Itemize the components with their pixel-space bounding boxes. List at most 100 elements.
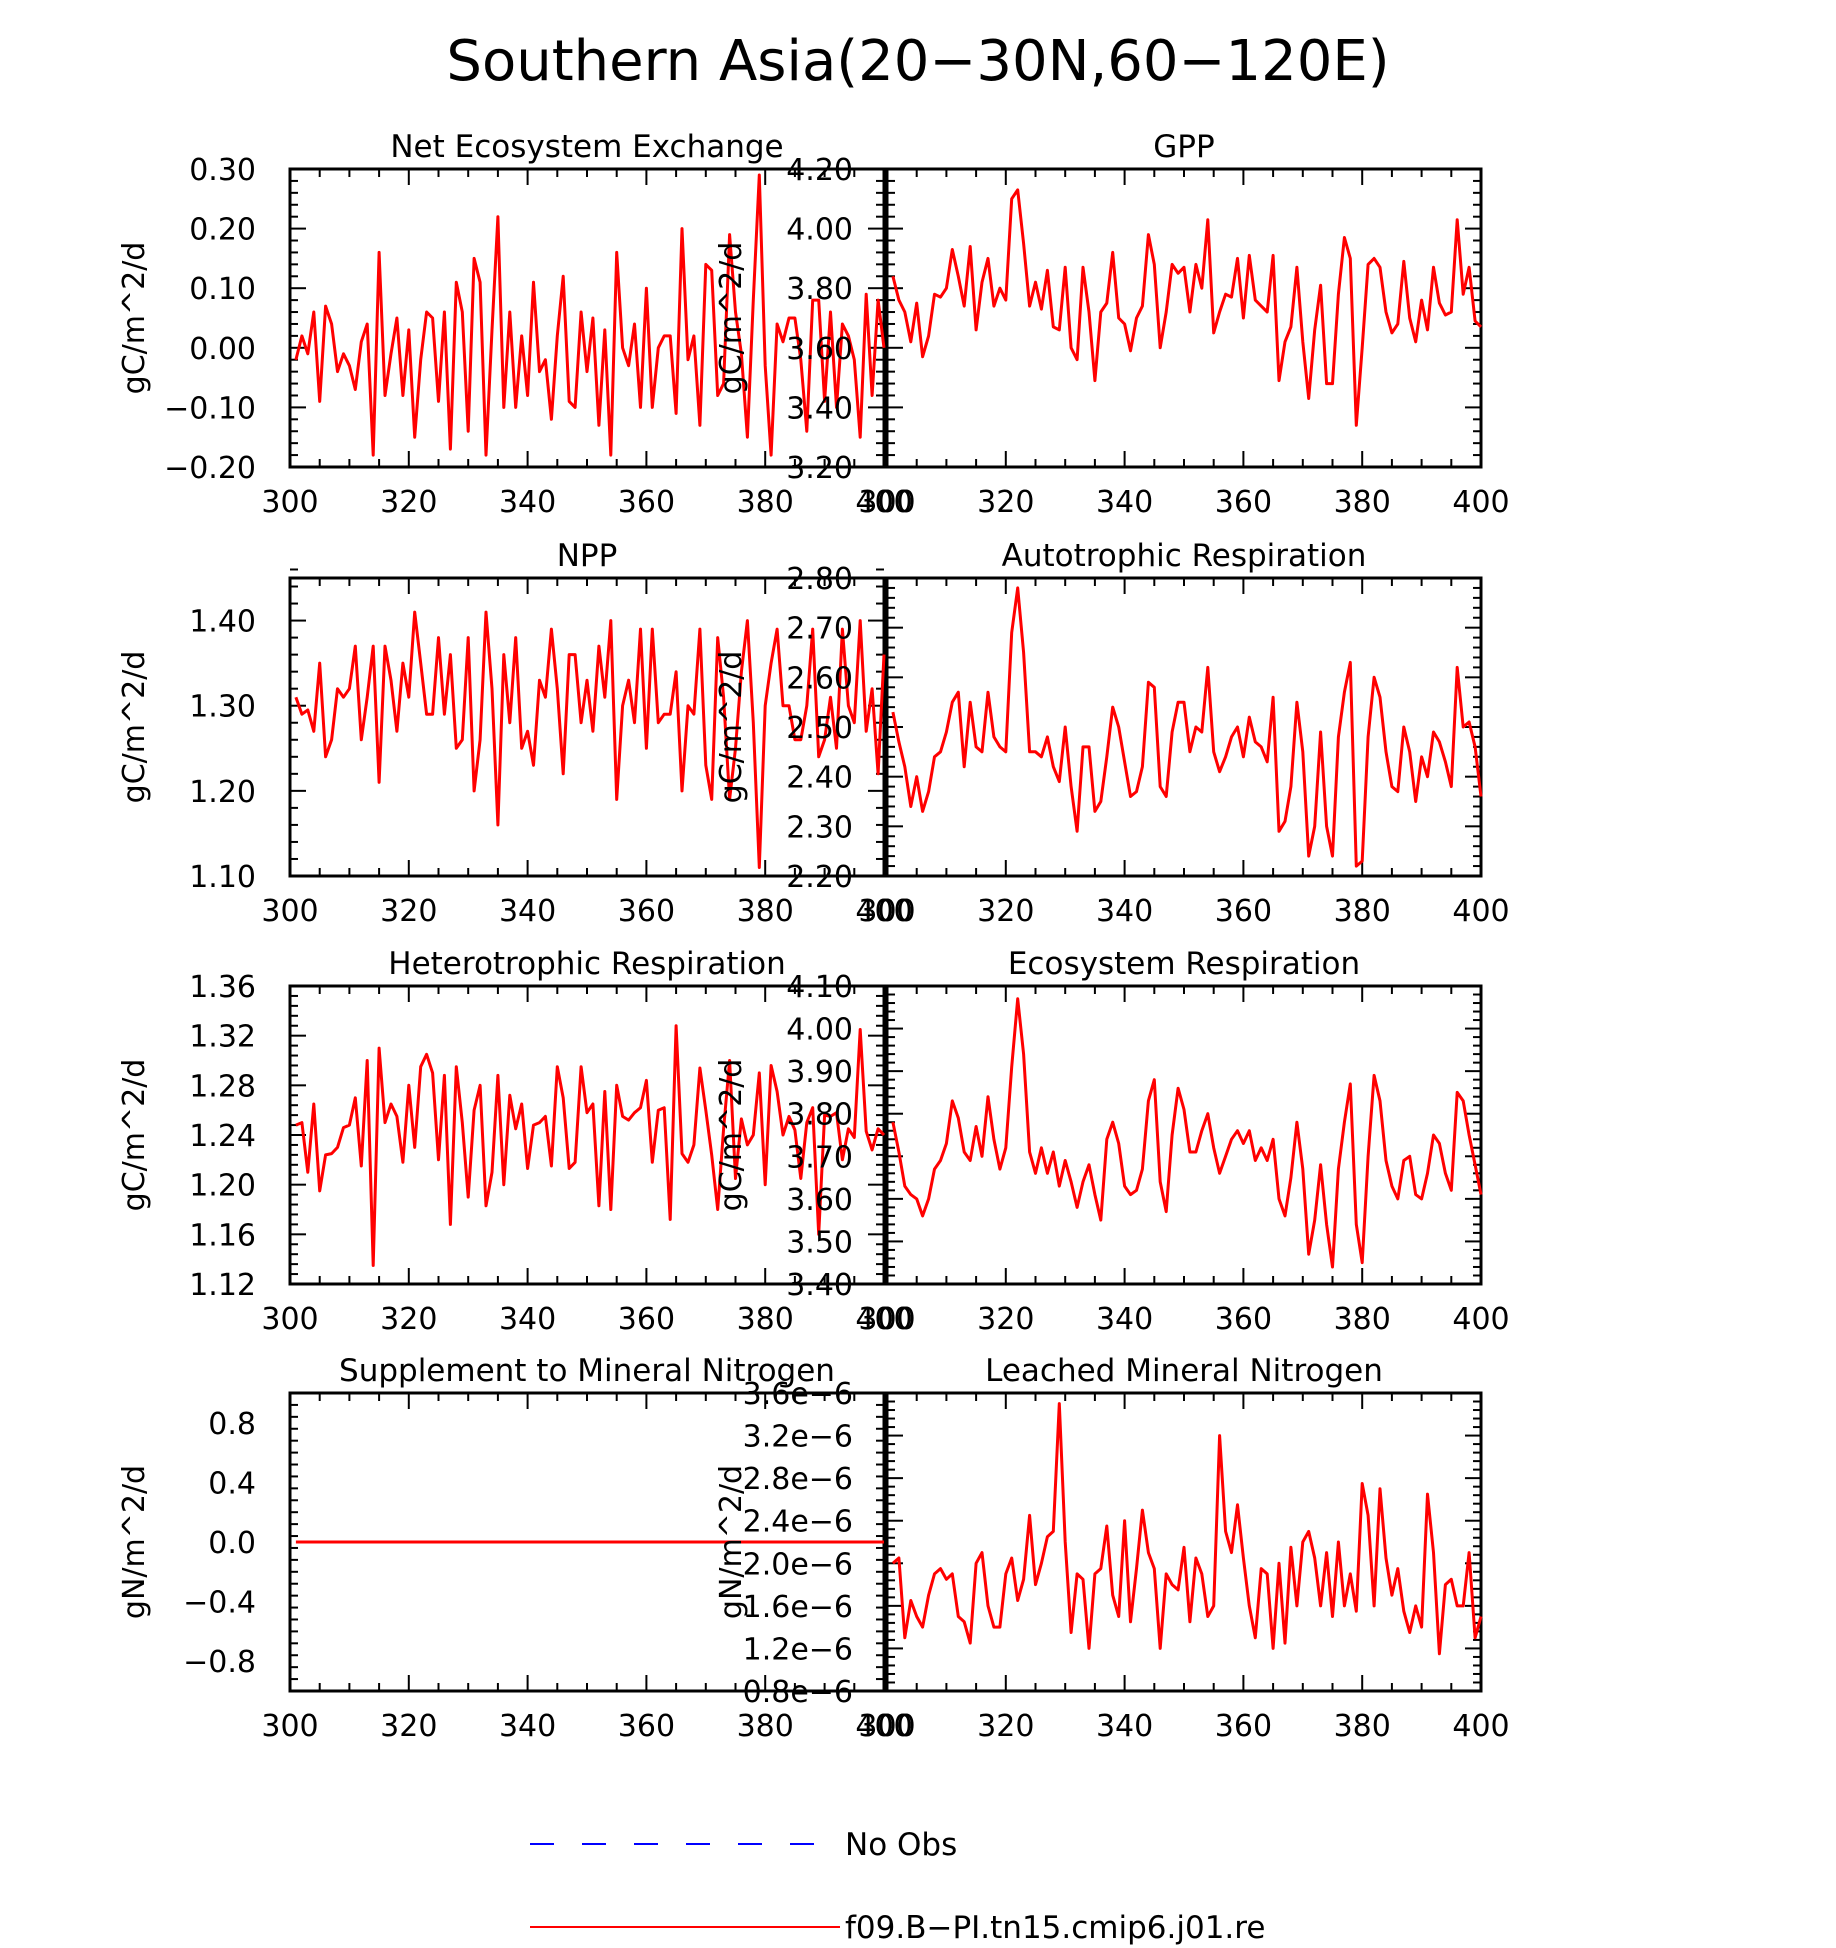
legend-no-obs-label: No Obs — [845, 1827, 957, 1863]
y-tick-label: 3.80 — [786, 1098, 853, 1133]
x-tick-label: 400 — [855, 485, 912, 520]
panel-title: Heterotrophic Respiration — [388, 946, 785, 982]
x-tick-label: 380 — [737, 894, 794, 929]
y-tick-label: 1.12 — [189, 1268, 256, 1303]
x-tick-label: 300 — [261, 1302, 318, 1337]
y-tick-label: 0.20 — [189, 213, 256, 248]
y-tick-label: 0.8e−6 — [743, 1675, 853, 1710]
series-line — [294, 173, 886, 457]
x-tick-label: 360 — [618, 1709, 675, 1744]
x-tick-label: 340 — [1096, 485, 1153, 520]
series-line — [295, 1024, 886, 1267]
series-line — [891, 997, 1483, 1269]
y-tick-label: 1.6e−6 — [743, 1590, 853, 1625]
y-tick-label: 3.50 — [786, 1225, 853, 1260]
x-tick-label: 360 — [618, 1302, 675, 1337]
x-tick-label: 300 — [858, 485, 915, 520]
x-tick-label: 400 — [1452, 1709, 1509, 1744]
x-tick-label: 380 — [1334, 1302, 1391, 1337]
panels: Net Ecosystem Exchange gC/m^2/d 300 320 340 3… — [117, 129, 1510, 1744]
x-tick-label: 360 — [618, 485, 675, 520]
x-tick-label: 300 — [261, 1709, 318, 1744]
y-tick-label: 1.2e−6 — [743, 1632, 853, 1667]
y-tick-label: 2.60 — [786, 661, 853, 696]
y-tick-label: 1.40 — [189, 605, 256, 640]
y-tick-label: 1.32 — [189, 1020, 256, 1055]
y-tick-label: 0.0 — [208, 1526, 256, 1561]
y-tick-label: 2.80 — [786, 562, 853, 597]
y-tick-label: 1.24 — [189, 1119, 256, 1154]
series-line — [891, 188, 1483, 427]
x-tick-label: 320 — [380, 1709, 437, 1744]
panel-heterotrophic-respiration: Heterotrophic Respiration gC/m^2/d 300 320 3… — [117, 946, 913, 1337]
x-tick-label: 400 — [855, 1709, 912, 1744]
y-tick-label: 3.90 — [786, 1055, 853, 1090]
y-tick-label: −0.8 — [183, 1645, 256, 1680]
y-tick-label: 3.40 — [786, 391, 853, 426]
panel-title: NPP — [557, 538, 618, 574]
y-tick-label: 3.40 — [786, 1268, 853, 1303]
x-tick-label: 380 — [737, 1302, 794, 1337]
figure-title: Southern Asia(20−30N,60−120E) — [446, 29, 1389, 94]
y-tick-label: 4.00 — [786, 1013, 853, 1048]
x-tick-label: 380 — [1334, 485, 1391, 520]
panel-leached-mineral-nitrogen: Leached Mineral Nitrogen gN/m^2/d 300 320 34… — [714, 1353, 1510, 1744]
y-tick-label: 2.70 — [786, 612, 853, 647]
x-tick-label: 300 — [858, 1709, 915, 1744]
x-tick-label: 380 — [737, 485, 794, 520]
y-tick-label: 1.28 — [189, 1069, 256, 1104]
x-tick-label: 320 — [977, 1709, 1034, 1744]
y-tick-label: 3.80 — [786, 272, 853, 307]
x-tick-label: 300 — [261, 894, 318, 929]
y-tick-label: 4.00 — [786, 213, 853, 248]
panel-title: Autotrophic Respiration — [1002, 538, 1367, 574]
y-tick-label: 2.8e−6 — [743, 1462, 853, 1497]
y-tick-label: 0.00 — [189, 332, 256, 367]
x-tick-label: 400 — [855, 894, 912, 929]
y-tick-label: 1.20 — [189, 1169, 256, 1204]
x-tick-label: 320 — [380, 485, 437, 520]
y-tick-label: 1.16 — [189, 1218, 256, 1253]
x-tick-label: 320 — [977, 1302, 1034, 1337]
y-tick-label: 3.60 — [786, 332, 853, 367]
y-tick-label: −0.20 — [164, 451, 256, 486]
panel-title: Net Ecosystem Exchange — [390, 129, 783, 165]
x-tick-label: 360 — [1215, 1709, 1272, 1744]
y-tick-label: −0.10 — [164, 391, 256, 426]
y-axis-label: gC/m^2/d — [714, 1059, 749, 1212]
legend-model-label: f09.B−PI.tn15.cmip6.j01.re — [845, 1910, 1265, 1946]
panel-ecosystem-respiration: Ecosystem Respiration gC/m^2/d 300 320 340 36… — [714, 946, 1510, 1337]
x-tick-label: 360 — [618, 894, 675, 929]
y-tick-label: 2.20 — [786, 860, 853, 895]
y-axis-label: gC/m^2/d — [117, 1059, 152, 1212]
y-tick-label: 1.10 — [189, 860, 256, 895]
x-tick-label: 340 — [1096, 1302, 1153, 1337]
x-tick-label: 340 — [499, 894, 556, 929]
panel-npp: NPP gC/m^2/d 300 320 340 360 380 400 1.10 1.20 1.3… — [117, 538, 913, 929]
y-tick-label: 0.4 — [208, 1466, 256, 1501]
plot-frame — [885, 1391, 1483, 1693]
panel-net-ecosystem-exchange: Net Ecosystem Exchange gC/m^2/d 300 320 340 3… — [117, 129, 913, 520]
x-tick-label: 320 — [380, 1302, 437, 1337]
y-tick-label: 2.50 — [786, 711, 853, 746]
y-axis-label: gC/m^2/d — [714, 651, 749, 804]
y-tick-label: 1.20 — [189, 775, 256, 810]
y-tick-label: 3.60 — [786, 1183, 853, 1218]
x-tick-label: 340 — [499, 1302, 556, 1337]
plot-frame — [885, 576, 1483, 878]
y-axis-label: gC/m^2/d — [714, 242, 749, 395]
series-line — [294, 610, 886, 869]
y-tick-label: 2.0e−6 — [743, 1547, 853, 1582]
x-tick-label: 400 — [1452, 894, 1509, 929]
y-tick-label: 3.20 — [786, 451, 853, 486]
y-tick-label: 3.6e−6 — [743, 1377, 853, 1412]
x-tick-label: 340 — [1096, 1709, 1153, 1744]
y-tick-label: 4.20 — [786, 153, 853, 188]
y-tick-label: 3.2e−6 — [743, 1420, 853, 1455]
x-tick-label: 320 — [380, 894, 437, 929]
series-line — [891, 586, 1483, 868]
x-tick-label: 360 — [1215, 1302, 1272, 1337]
x-tick-label: 380 — [737, 1709, 794, 1744]
x-tick-label: 400 — [855, 1302, 912, 1337]
